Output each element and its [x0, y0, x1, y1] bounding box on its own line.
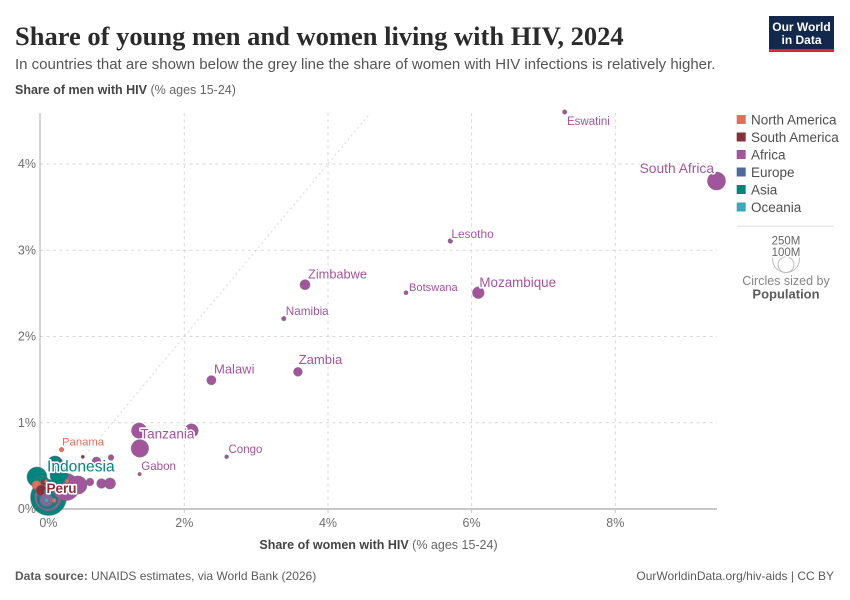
svg-text:Europe: Europe: [751, 165, 795, 180]
svg-text:Lesotho: Lesotho: [451, 227, 494, 241]
svg-text:250M: 250M: [772, 236, 801, 248]
svg-text:6%: 6%: [463, 516, 481, 530]
svg-text:South Africa: South Africa: [640, 161, 715, 176]
svg-text:Congo: Congo: [229, 444, 263, 456]
svg-text:Circles sized by: Circles sized by: [742, 274, 830, 288]
svg-text:2%: 2%: [175, 516, 193, 530]
svg-text:Asia: Asia: [751, 183, 778, 198]
svg-text:4%: 4%: [319, 516, 337, 530]
svg-text:Oceania: Oceania: [751, 200, 802, 215]
svg-text:2%: 2%: [18, 330, 36, 344]
svg-text:Zimbabwe: Zimbabwe: [308, 267, 367, 282]
svg-text:100M: 100M: [772, 247, 801, 259]
svg-text:0%: 0%: [39, 516, 57, 530]
svg-text:Botswana: Botswana: [409, 282, 459, 294]
svg-text:1%: 1%: [18, 416, 36, 430]
svg-text:4%: 4%: [18, 157, 36, 171]
svg-text:Tanzania: Tanzania: [140, 427, 195, 442]
svg-text:0%: 0%: [18, 502, 36, 516]
svg-text:Zambia: Zambia: [299, 352, 343, 367]
svg-text:Gabon: Gabon: [141, 460, 176, 473]
svg-text:Eswatini: Eswatini: [567, 116, 610, 128]
svg-text:Population: Population: [752, 286, 819, 301]
svg-text:Malawi: Malawi: [214, 362, 255, 377]
svg-text:Indonesia: Indonesia: [47, 459, 115, 476]
svg-text:8%: 8%: [606, 516, 624, 530]
svg-text:Panama: Panama: [62, 437, 105, 449]
svg-text:Peru: Peru: [47, 481, 77, 496]
svg-text:Mozambique: Mozambique: [479, 275, 556, 290]
svg-text:3%: 3%: [18, 243, 36, 257]
svg-text:Africa: Africa: [751, 148, 786, 163]
svg-text:South America: South America: [751, 130, 839, 145]
svg-text:North America: North America: [751, 113, 837, 128]
svg-text:Namibia: Namibia: [286, 305, 329, 318]
